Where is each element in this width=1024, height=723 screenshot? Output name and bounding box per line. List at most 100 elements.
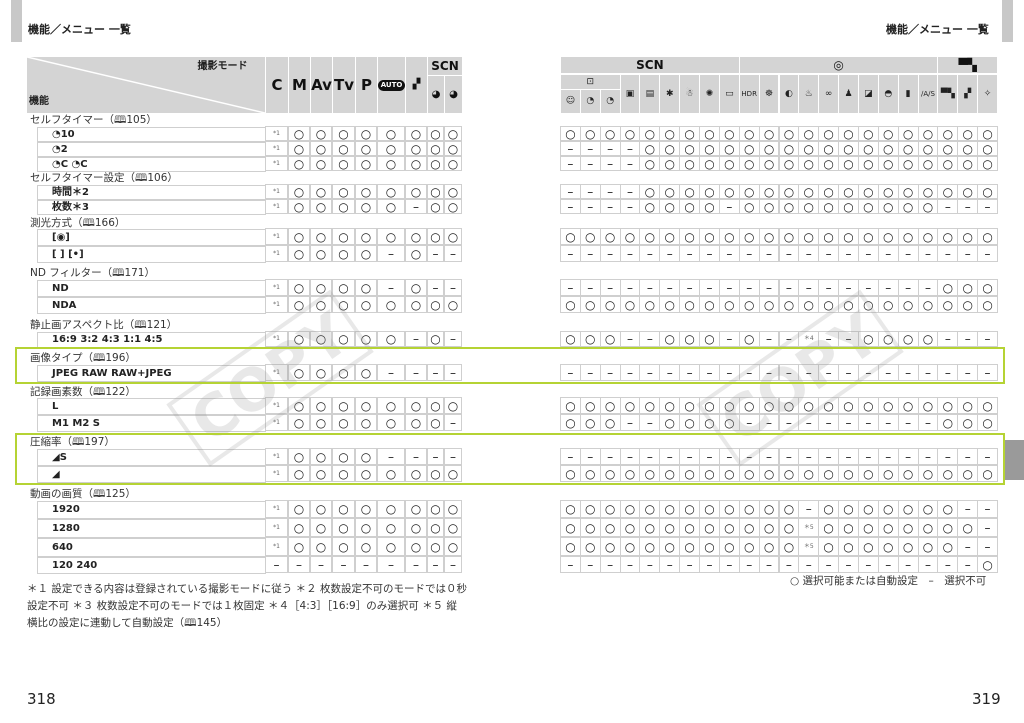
availability-cell: ○	[332, 397, 355, 414]
availability-cell: ○	[778, 184, 800, 199]
chapter-tab[interactable]	[1004, 440, 1024, 480]
availability-cell: ○	[778, 500, 800, 518]
availability-cell: –	[377, 245, 405, 262]
availability-cell: ○	[718, 500, 740, 518]
availability-cell: ○	[877, 126, 899, 141]
availability-cell: ○	[288, 397, 310, 414]
availability-cell: ○	[699, 518, 720, 537]
availability-cell: ○	[427, 126, 444, 141]
availability-cell: *1	[265, 228, 288, 245]
availability-cell: ○	[659, 184, 681, 199]
function-group-title: 測光方式（🕮166）	[30, 216, 126, 229]
availability-cell: ○	[718, 228, 740, 245]
availability-cell: –	[599, 141, 621, 156]
availability-cell: –	[798, 500, 820, 518]
scene-mode-icon: ☺	[561, 90, 580, 113]
availability-cell: ○	[857, 500, 879, 518]
availability-cell: ○	[977, 296, 998, 313]
availability-cell: *1	[265, 537, 288, 556]
availability-cell: –	[877, 414, 899, 431]
availability-cell: ○	[659, 296, 681, 313]
availability-cell: ○	[427, 397, 444, 414]
function-item-label: 1280	[37, 519, 266, 538]
availability-cell: ○	[599, 296, 621, 313]
availability-cell: –	[619, 156, 641, 171]
availability-cell: ○	[579, 331, 601, 347]
availability-cell: ○	[444, 518, 462, 537]
availability-cell: ○	[977, 556, 998, 573]
availability-cell: –	[957, 331, 979, 347]
availability-cell: ○	[288, 448, 310, 465]
availability-cell: ○	[355, 448, 377, 465]
availability-cell: ○	[778, 537, 800, 556]
availability-cell: ○	[897, 296, 919, 313]
availability-cell: ○	[579, 397, 601, 414]
mode-header-hybrid-auto-icon: ▞	[406, 57, 427, 113]
function-item-label: 枚数＊3	[37, 200, 266, 215]
availability-cell: ○	[332, 245, 355, 262]
mode-header-m: M	[289, 57, 310, 113]
function-label: 機能	[29, 96, 49, 107]
availability-cell: –	[838, 556, 859, 573]
availability-cell: ○	[405, 141, 427, 156]
availability-cell: –	[560, 141, 581, 156]
availability-cell: ○	[332, 279, 355, 296]
availability-cell: ○	[377, 228, 405, 245]
scene-mode-icon: ✧	[978, 75, 997, 113]
scene-mode-icon: ☃	[680, 75, 700, 113]
availability-cell: ○	[310, 331, 332, 347]
availability-cell: ○	[444, 184, 462, 199]
availability-cell: ○	[427, 228, 444, 245]
function-item-label: [ ] [•]	[37, 246, 266, 263]
availability-cell: –	[659, 556, 681, 573]
availability-cell: ○	[718, 156, 740, 171]
self-portrait-icon: ⊡	[561, 75, 620, 89]
left-page-title: 機能／メニュー 一覧	[28, 23, 131, 36]
availability-cell: ○	[957, 141, 979, 156]
auto-mode-icon: AUTO	[377, 79, 406, 91]
availability-cell: ○	[917, 518, 939, 537]
availability-cell: ○	[332, 518, 355, 537]
availability-cell: ○	[818, 500, 840, 518]
availability-cell: –	[937, 331, 959, 347]
function-item-label: ND	[37, 280, 266, 297]
availability-cell: ○	[917, 156, 939, 171]
availability-cell: –	[778, 279, 800, 296]
availability-cell: ○	[599, 500, 621, 518]
availability-cell: ○	[560, 414, 581, 431]
function-group-title: セルフタイマー設定（🕮106）	[30, 171, 178, 184]
availability-cell: ○	[377, 126, 405, 141]
availability-cell: ○	[310, 518, 332, 537]
availability-cell: ○	[818, 537, 840, 556]
availability-cell: ○	[355, 126, 377, 141]
availability-cell: ○	[917, 537, 939, 556]
availability-cell: *1	[265, 141, 288, 156]
availability-cell: ○	[659, 156, 681, 171]
availability-cell: ○	[738, 228, 760, 245]
availability-cell: ○	[427, 331, 444, 347]
function-group-title: 圧縮率（🕮197）	[30, 435, 115, 448]
availability-cell: ○	[444, 141, 462, 156]
availability-cell: ○	[310, 184, 332, 199]
availability-cell: *1	[265, 500, 288, 518]
availability-cell: ○	[679, 184, 701, 199]
availability-cell: ○	[897, 199, 919, 214]
availability-cell: ○	[355, 465, 377, 482]
availability-cell: ○	[639, 156, 661, 171]
availability-cell: ○	[818, 199, 840, 214]
availability-cell: ○	[877, 141, 899, 156]
availability-cell: ○	[288, 279, 310, 296]
availability-cell: ○	[444, 199, 462, 214]
availability-cell: ○	[427, 156, 444, 171]
availability-cell: ○	[857, 184, 879, 199]
availability-cell: ○	[778, 126, 800, 141]
availability-cell: ○	[444, 126, 462, 141]
availability-cell: ○	[897, 397, 919, 414]
availability-cell: ○	[957, 518, 979, 537]
availability-cell: –	[937, 245, 959, 262]
availability-cell: ○	[857, 228, 879, 245]
availability-cell: ○	[897, 156, 919, 171]
availability-cell: ○	[405, 518, 427, 537]
availability-cell: ○	[957, 296, 979, 313]
availability-cell: ○	[977, 156, 998, 171]
